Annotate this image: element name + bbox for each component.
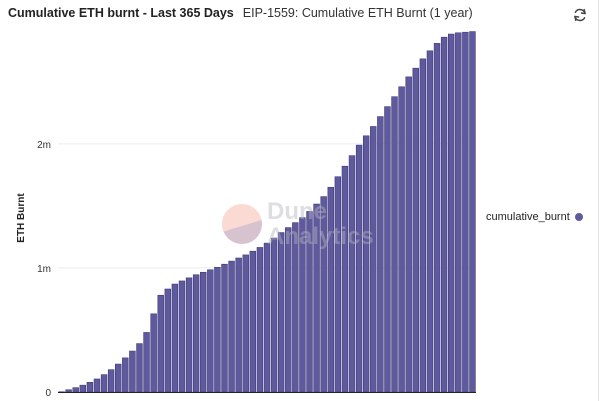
bar[interactable] — [362, 135, 370, 393]
bar[interactable] — [249, 250, 257, 393]
bar[interactable] — [185, 277, 193, 393]
bar-chart: 0 1m 2m ETH Burnt — [16, 31, 476, 399]
bar[interactable] — [370, 126, 377, 393]
bar[interactable] — [200, 271, 207, 393]
bar[interactable] — [270, 237, 278, 393]
bar[interactable] — [221, 263, 228, 393]
bar[interactable] — [150, 313, 157, 393]
bar[interactable] — [327, 186, 334, 393]
bar[interactable] — [469, 31, 476, 393]
bar[interactable] — [277, 232, 285, 393]
bar[interactable] — [412, 67, 419, 393]
y-tick-label: 1m — [37, 264, 51, 275]
bars — [58, 31, 476, 393]
bar[interactable] — [129, 350, 136, 393]
legend-swatch — [574, 213, 583, 221]
y-axis-ticks: 0 1m 2m — [37, 140, 51, 399]
bar[interactable] — [348, 155, 356, 393]
bar[interactable] — [100, 374, 108, 393]
bar[interactable] — [313, 203, 320, 393]
chart-subtitle: EIP-1559: Cumulative ETH Burnt (1 year) — [242, 6, 473, 20]
bar[interactable] — [65, 389, 72, 393]
bar[interactable] — [79, 384, 86, 393]
chart-header: Cumulative ETH burnt - Last 365 Days EIP… — [8, 6, 473, 26]
y-tick-label: 2m — [37, 140, 51, 151]
bar[interactable] — [72, 387, 79, 393]
bar[interactable] — [398, 86, 405, 393]
bar[interactable] — [115, 363, 122, 393]
bar[interactable] — [285, 227, 292, 393]
bar[interactable] — [178, 280, 186, 393]
bar[interactable] — [192, 274, 200, 393]
bar[interactable] — [122, 357, 129, 393]
bar[interactable] — [214, 267, 221, 393]
bar[interactable] — [433, 43, 441, 393]
bar[interactable] — [355, 144, 363, 393]
bar[interactable] — [171, 283, 179, 393]
refresh-icon[interactable] — [572, 7, 588, 23]
bar[interactable] — [341, 165, 349, 393]
bar[interactable] — [419, 58, 427, 393]
bar[interactable] — [235, 257, 242, 393]
bar[interactable] — [242, 254, 249, 393]
bar[interactable] — [447, 33, 455, 393]
bar[interactable] — [256, 247, 264, 393]
bar[interactable] — [426, 50, 434, 393]
chart-area: 0 1m 2m ETH Burnt — [0, 26, 598, 401]
bar[interactable] — [86, 382, 94, 393]
bar[interactable] — [405, 76, 412, 393]
bar[interactable] — [136, 343, 143, 393]
legend[interactable]: cumulative_burnt — [486, 211, 583, 223]
bar[interactable] — [164, 288, 172, 393]
bar[interactable] — [263, 242, 271, 393]
bar[interactable] — [377, 116, 384, 393]
bar[interactable] — [320, 196, 327, 393]
y-tick-label: 0 — [45, 388, 51, 399]
legend-label: cumulative_burnt — [486, 211, 570, 223]
bar[interactable] — [462, 31, 469, 393]
bar[interactable] — [455, 32, 462, 393]
bar[interactable] — [440, 36, 448, 393]
bar[interactable] — [228, 260, 235, 393]
bar[interactable] — [391, 96, 398, 393]
bar[interactable] — [299, 217, 306, 393]
bar[interactable] — [292, 222, 299, 393]
bar[interactable] — [384, 106, 391, 393]
bar[interactable] — [143, 332, 150, 393]
chart-title: Cumulative ETH burnt - Last 365 Days — [8, 6, 234, 20]
bar[interactable] — [157, 294, 164, 393]
bar[interactable] — [207, 269, 214, 393]
bar[interactable] — [93, 378, 101, 393]
bar[interactable] — [306, 211, 313, 393]
y-axis-label: ETH Burnt — [16, 193, 27, 243]
bar[interactable] — [107, 369, 115, 393]
bar[interactable] — [334, 176, 342, 393]
